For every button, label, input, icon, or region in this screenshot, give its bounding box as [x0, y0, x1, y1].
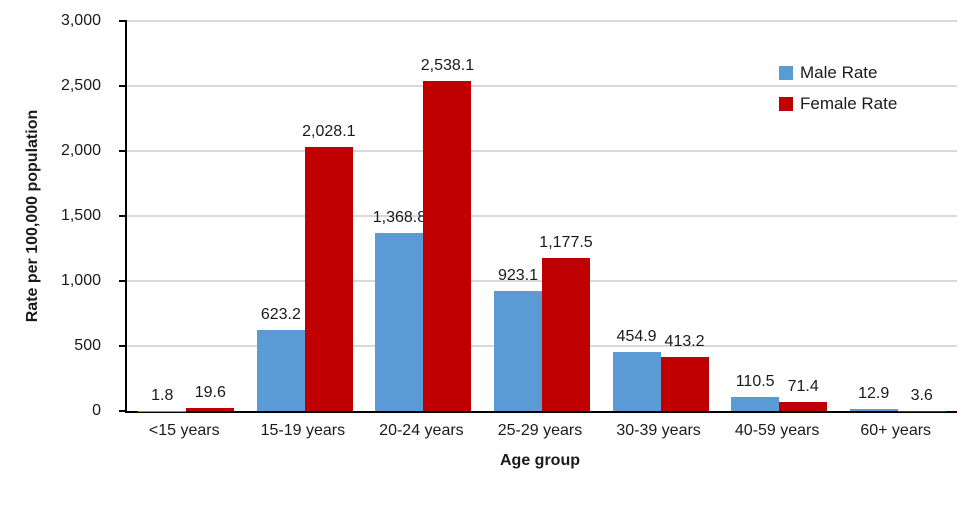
value-label-male-0: 1.8 — [151, 386, 174, 404]
y-tick-label: 2,000 — [60, 142, 101, 159]
bar-male-6 — [849, 409, 898, 411]
y-tick-mark — [119, 345, 127, 347]
y-tick-label: 500 — [74, 337, 101, 354]
gridline — [127, 20, 957, 22]
value-label-female-1: 2,028.1 — [302, 123, 356, 141]
value-label-female-5: 71.4 — [787, 377, 819, 395]
value-label-female-6: 3.6 — [910, 386, 933, 404]
y-tick-label: 1,000 — [60, 272, 101, 289]
x-category-label-5: 40-59 years — [734, 422, 820, 439]
y-tick-mark — [119, 280, 127, 282]
legend-swatch-female-icon — [779, 97, 793, 111]
y-tick-label: 3,000 — [60, 12, 101, 29]
y-tick-label: 2,500 — [60, 77, 101, 94]
gridline — [127, 215, 957, 217]
bar-male-2 — [375, 233, 424, 411]
bar-female-4 — [660, 357, 709, 411]
bar-female-5 — [779, 401, 828, 411]
plot-area: 1.8 623.2 1,368.8 923.1 454.9 110.5 12.9 19.6 2,… — [119, 20, 957, 413]
x-category-label-4: 30-39 years — [616, 422, 701, 439]
bar-female-0 — [186, 408, 235, 411]
value-label-male-1: 623.2 — [260, 305, 301, 323]
value-label-male-5: 110.5 — [735, 372, 775, 390]
bar-female-2 — [423, 81, 472, 411]
y-tick-mark — [119, 410, 127, 412]
gridline — [127, 85, 957, 87]
bar-male-3 — [494, 291, 542, 411]
legend-item-male: Male Rate — [779, 62, 897, 84]
y-tick-mark — [119, 85, 127, 87]
value-label-female-2: 2,538.1 — [420, 57, 475, 75]
y-tick-mark — [119, 20, 127, 22]
gridline — [127, 150, 957, 152]
value-label-male-2: 1,368.8 — [372, 209, 427, 227]
x-category-label-0: <15 years — [148, 422, 220, 439]
bar-male-1 — [256, 329, 305, 411]
value-label-female-3: 1,177.5 — [539, 233, 593, 251]
bar-male-4 — [612, 351, 661, 411]
legend-swatch-male-icon — [779, 66, 793, 80]
bar-male-5 — [731, 396, 780, 411]
legend: Male Rate Female Rate — [779, 62, 897, 124]
value-label-female-0: 19.6 — [194, 384, 226, 402]
x-category-label-3: 25-29 years — [497, 422, 583, 439]
x-category-label-6: 60+ years — [860, 422, 932, 439]
value-label-female-4: 413.2 — [664, 333, 705, 351]
y-tick-mark — [119, 215, 127, 217]
bar-female-1 — [304, 147, 353, 411]
bar-female-3 — [542, 257, 590, 411]
legend-label-male: Male Rate — [800, 63, 878, 82]
legend-item-female: Female Rate — [779, 93, 897, 115]
x-category-label-1: 15-19 years — [260, 422, 346, 439]
y-tick-mark — [119, 150, 127, 152]
y-tick-label: 1,500 — [60, 207, 101, 224]
x-axis-title: Age group — [500, 452, 580, 469]
value-label-male-6: 12.9 — [858, 385, 890, 403]
value-label-male-4: 454.9 — [616, 327, 657, 345]
legend-label-female: Female Rate — [800, 94, 898, 113]
y-tick-label: 0 — [92, 402, 101, 419]
x-category-label-2: 20-24 years — [379, 422, 464, 439]
value-label-male-3: 923.1 — [497, 267, 539, 284]
